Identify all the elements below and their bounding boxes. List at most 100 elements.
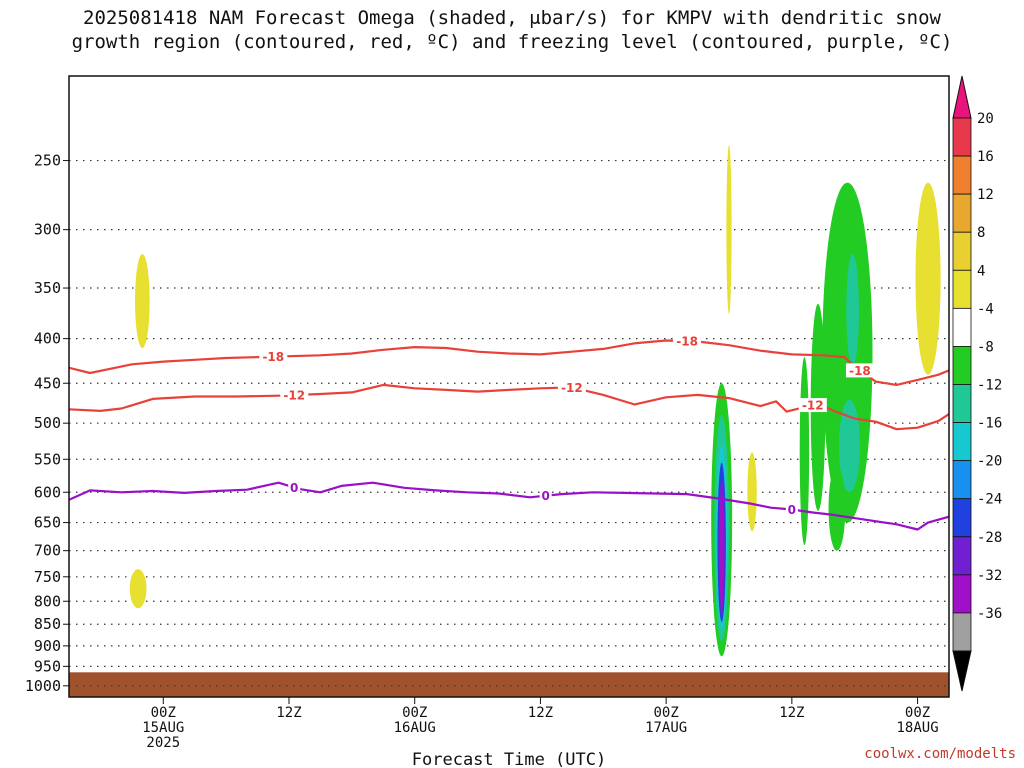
y-tick-label: 300	[34, 221, 61, 239]
chart-title: 2025081418 NAM Forecast Omega (shaded, μ…	[0, 6, 1024, 54]
x-tick-label: 00Z	[402, 705, 427, 721]
colorbar-label: -8	[977, 339, 994, 355]
colorbar-label: 16	[977, 149, 994, 165]
contour-label-bg	[673, 334, 702, 349]
y-tick-label: 650	[34, 514, 61, 532]
omega-region	[822, 182, 873, 523]
y-tick-label: 800	[34, 592, 61, 610]
contour-label-bg	[539, 488, 552, 503]
omega-region	[719, 492, 724, 609]
colorbar-label: -32	[977, 568, 1002, 584]
credit-text: coolwx.com/modelts	[864, 746, 1016, 762]
y-tick-label: 750	[34, 568, 61, 586]
plot-frame	[68, 75, 950, 698]
contour-label-bg	[557, 380, 586, 395]
omega-region	[129, 569, 147, 609]
colorbar-label: -4	[977, 301, 994, 317]
x-tick-label: 00Z	[653, 705, 678, 721]
y-tick-label: 400	[34, 330, 61, 348]
contour-labels: -18 -18 -18 -12 -12 -12 0 0 0	[259, 334, 874, 517]
terrain-fill	[69, 672, 949, 697]
x-tick-label: 00Z	[151, 705, 176, 721]
colorbar-label: -24	[977, 492, 1002, 508]
y-tick-label: 350	[34, 279, 61, 297]
y-tick-label: 250	[34, 152, 61, 170]
colorbar-band	[952, 155, 972, 195]
omega-region	[839, 399, 860, 493]
contour-label: -18	[676, 335, 698, 349]
x-tick-label: 12Z	[779, 705, 804, 721]
colorbar-bottom-arrow	[952, 650, 972, 692]
colorbar-band	[952, 612, 972, 652]
y-tick-label: 950	[34, 657, 61, 675]
contour-label: 0	[541, 489, 549, 503]
y-tick-label: 500	[34, 414, 61, 432]
x-tick-label: 12Z	[276, 705, 301, 721]
contour-label-bg	[288, 480, 301, 495]
contour-label: -12	[561, 381, 583, 395]
terrain-block	[69, 672, 949, 697]
contour-label: 0	[788, 503, 796, 517]
chart-title-line-1: 2025081418 NAM Forecast Omega (shaded, μ…	[83, 7, 941, 29]
y-tick-label: 700	[34, 542, 61, 560]
x-axis-label: Forecast Time (UTC)	[412, 750, 606, 768]
contour-line	[69, 481, 949, 531]
y-tick-label: 550	[34, 450, 61, 468]
chart-title-line-2: growth region (contoured, red, ºC) and f…	[71, 31, 953, 53]
colorbar-label: -16	[977, 416, 1002, 432]
contour-label-bg	[280, 388, 309, 403]
omega-region	[135, 254, 150, 348]
colorbar-label: 12	[977, 187, 994, 203]
y-tick-label: 850	[34, 615, 61, 633]
x-tick-label: 18AUG	[896, 720, 938, 736]
x-tick-label: 15AUG	[142, 720, 184, 736]
omega-region	[799, 357, 810, 546]
colorbar-band	[952, 231, 972, 271]
contour-label-bg	[798, 398, 827, 413]
x-tick-label: 12Z	[528, 705, 553, 721]
colorbar-band	[952, 422, 972, 462]
contour-label-bg	[785, 502, 798, 517]
colorbar-band	[952, 117, 972, 157]
colorbar-label: -36	[977, 606, 1002, 622]
contour-label: -12	[802, 399, 824, 413]
colorbar-label: -12	[977, 378, 1002, 394]
y-axis-ticks: 250 300 350 400 450 500 550 600 650 700 750 800 850 9…	[25, 152, 69, 695]
contour-label: -18	[849, 364, 871, 378]
omega-region	[828, 466, 846, 551]
y-tick-label: 1000	[25, 677, 61, 695]
colorbar-label: 8	[977, 225, 985, 241]
colorbar-label: -28	[977, 530, 1002, 546]
colorbar-band	[952, 498, 972, 538]
contour-line	[69, 383, 949, 431]
omega-region	[747, 452, 757, 532]
y-tick-label: 450	[34, 374, 61, 392]
omega-region	[846, 254, 859, 367]
contour-label: -12	[283, 389, 305, 403]
colorbar-label: 4	[977, 263, 985, 279]
x-tick-label: 16AUG	[394, 720, 436, 736]
omega-region	[915, 182, 941, 375]
x-tick-label: 00Z	[905, 705, 930, 721]
colorbar-band	[952, 384, 972, 423]
omega-region	[726, 145, 732, 315]
colorbar-band	[952, 307, 972, 347]
colorbar-band	[952, 574, 972, 614]
y-tick-label: 900	[34, 637, 61, 655]
colorbar-top-arrow	[952, 75, 972, 119]
colorbar-band	[952, 536, 972, 576]
colorbar-band	[952, 193, 972, 233]
colorbar: 20 16 12 8 4 -4 -8 -12 -16 -20 -24 -28 -32 -36	[952, 75, 1002, 692]
colorbar-band	[952, 346, 972, 385]
colorbar-label: 20	[977, 111, 994, 127]
contour-label-bg	[259, 349, 288, 364]
x-tick-label: 2025	[146, 735, 180, 751]
colorbar-band	[952, 460, 972, 500]
contour-label: -18	[262, 350, 284, 364]
contour-label-bg	[845, 363, 874, 378]
colorbar-label: -20	[977, 454, 1002, 470]
contour-label: 0	[290, 481, 298, 495]
y-tick-label: 600	[34, 483, 61, 501]
